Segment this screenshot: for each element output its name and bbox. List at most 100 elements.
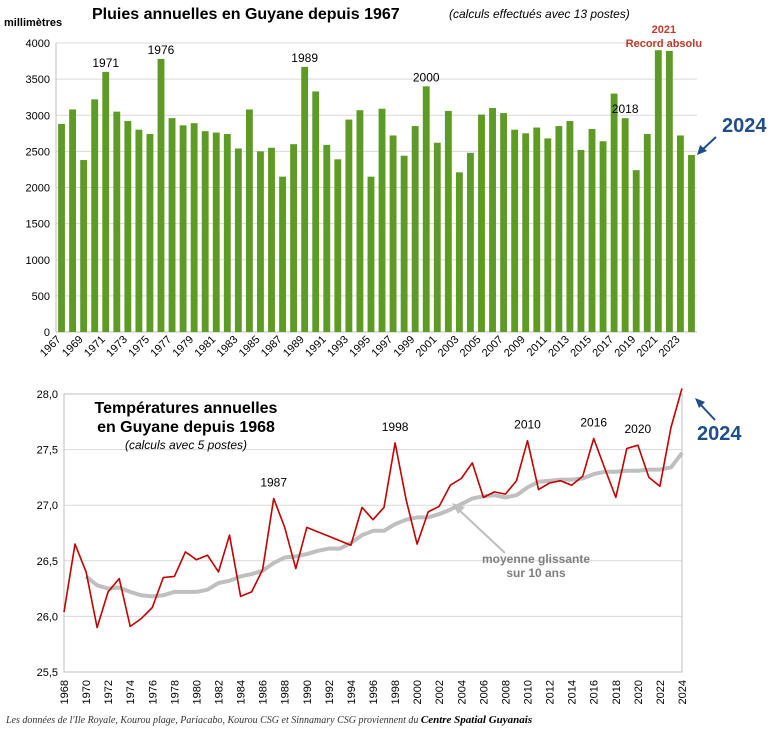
y-tick-label: 4000: [26, 38, 50, 50]
bar-1977: [168, 118, 176, 332]
x-tick-label: 1996: [368, 680, 380, 704]
bar-2013: [566, 121, 574, 332]
y-tick-label: 27,5: [37, 445, 58, 457]
y-tick-label: 28,0: [37, 389, 58, 401]
x-tick-label: 1975: [126, 334, 152, 360]
temperature-subtitle: (calculs avec 5 postes): [125, 438, 247, 452]
x-tick-label: 1971: [82, 334, 108, 360]
x-tick-label: 1984: [236, 680, 248, 704]
x-tick-label: 2022: [655, 680, 667, 704]
temperature-title-line1: Températures annuelles: [95, 400, 278, 417]
rainfall-subtitle: (calculs effectués avec 13 postes): [449, 7, 630, 21]
moving-average-pointer-head: [452, 503, 465, 514]
bar-1994: [356, 110, 364, 332]
bar-2004: [467, 152, 474, 332]
bar-1998: [400, 155, 408, 332]
rainfall-chart: Pluies annuelles en Guyane depuis 1967 (…: [4, 6, 767, 360]
x-tick-label: 1976: [147, 680, 159, 704]
bar-1987: [279, 176, 286, 332]
plot-frame: [63, 393, 683, 673]
x-tick-label: 1983: [215, 334, 241, 360]
bar-2022: [665, 50, 673, 332]
temperature-y-axis: 25,5 26,0 26,5 27,0 27,5 28,0: [37, 389, 58, 679]
bar-2009: [522, 133, 530, 332]
annotation-label: 1998: [382, 420, 409, 434]
rainfall-annotations: 1971 1976 1989 2000 2018 2021 Record absolu: [92, 24, 702, 116]
x-tick-label: 2004: [456, 680, 468, 704]
annotation-label: 1971: [92, 56, 119, 70]
annotation-label: 2021: [652, 24, 676, 36]
callout-arrow-line: [701, 136, 717, 151]
bar-2003: [455, 172, 463, 332]
y-tick-label: 2000: [26, 183, 50, 195]
x-tick-label: 1977: [148, 334, 174, 360]
moving-average-label-line2: sur 10 ans: [506, 566, 566, 580]
y-tick-label: 25,5: [37, 667, 58, 679]
bar-1980: [201, 131, 209, 332]
bar-2016: [599, 141, 607, 332]
bar-1996: [378, 108, 386, 332]
x-tick-label: 1985: [237, 334, 263, 360]
x-tick-label: 2024: [677, 680, 689, 704]
bar-1983: [234, 148, 242, 332]
callout-arrow-line: [699, 403, 716, 421]
x-tick-label: 2018: [611, 680, 623, 704]
bar-2020: [643, 134, 651, 332]
x-tick-label: 1973: [104, 334, 130, 360]
bar-1993: [345, 119, 353, 333]
bar-2001: [433, 142, 441, 332]
bar-1995: [367, 176, 375, 332]
x-tick-label: 1980: [191, 680, 203, 704]
bar-2017: [610, 93, 618, 332]
y-tick-label: 0: [44, 327, 50, 339]
annotation-label: 1976: [148, 43, 175, 57]
y-tick-label: 27,0: [37, 500, 58, 512]
bar-1971: [102, 71, 110, 333]
bar-2015: [588, 128, 596, 332]
x-tick-label: 1997: [369, 334, 395, 360]
callout-2024-label: 2024: [697, 423, 742, 445]
bar-2024: [688, 154, 695, 332]
temperature-chart: 25,5 26,0 26,5 27,0 27,5 28,0 1968 1970 1972 197…: [37, 388, 742, 704]
x-tick-label: 2010: [523, 680, 535, 704]
annotation-label: 2018: [612, 102, 639, 116]
x-tick-label: 2012: [545, 680, 557, 704]
annotation-label: 2016: [580, 415, 607, 429]
bar-2018: [621, 118, 629, 332]
x-tick-label: 2017: [590, 334, 616, 360]
rainfall-bars: [58, 50, 695, 333]
y-tick-label: 2500: [26, 146, 50, 158]
x-tick-label: 1969: [60, 334, 86, 360]
bar-1970: [91, 99, 99, 332]
x-tick-label: 1981: [193, 334, 219, 360]
x-tick-label: 1986: [258, 680, 270, 704]
bar-1967: [58, 123, 65, 332]
x-tick-label: 2016: [589, 680, 601, 704]
bar-1990: [312, 91, 320, 332]
bar-1968: [69, 109, 77, 332]
x-tick-label: 1992: [324, 680, 336, 704]
bar-1989: [301, 66, 309, 332]
bar-2000: [422, 86, 430, 332]
bar-2008: [511, 129, 519, 332]
x-tick-label: 1999: [392, 334, 418, 360]
x-tick-label: 1974: [125, 680, 137, 704]
annotation-label: 1989: [291, 51, 318, 65]
rainfall-y-axis: 0 500 1000 1500 2000 2500 3000 3500 4000: [26, 38, 50, 339]
x-tick-label: 2019: [613, 334, 639, 360]
x-tick-label: 2002: [434, 680, 446, 704]
x-tick-label: 2000: [412, 680, 424, 704]
annotation-label: 2010: [514, 418, 541, 432]
bar-1997: [389, 135, 397, 332]
bar-1974: [135, 129, 143, 332]
temperature-title-line2: en Guyane depuis 1968: [97, 419, 275, 436]
x-tick-label: 2007: [480, 334, 506, 360]
bar-1999: [411, 126, 419, 333]
bar-1992: [334, 159, 342, 332]
source-footer: Les données de l'Ile Royale, Kourou plag…: [6, 714, 772, 726]
temperature-x-axis: 1968 1970 1972 1974 1976 1978 1980 1982 1984 1986…: [59, 680, 689, 704]
bar-1976: [157, 58, 165, 333]
bar-1986: [268, 147, 275, 332]
bar-1979: [190, 123, 198, 332]
bar-2012: [555, 126, 563, 333]
